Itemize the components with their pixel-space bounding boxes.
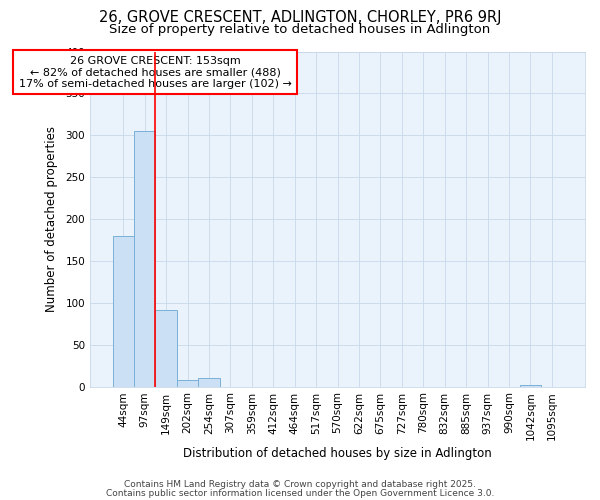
X-axis label: Distribution of detached houses by size in Adlington: Distribution of detached houses by size …: [183, 447, 492, 460]
Text: Contains public sector information licensed under the Open Government Licence 3.: Contains public sector information licen…: [106, 488, 494, 498]
Bar: [134, 131, 155, 386]
Text: Contains HM Land Registry data © Crown copyright and database right 2025.: Contains HM Land Registry data © Crown c…: [124, 480, 476, 489]
Bar: [520, 385, 541, 386]
Bar: [198, 378, 220, 386]
Bar: [113, 236, 134, 386]
Text: 26 GROVE CRESCENT: 153sqm
← 82% of detached houses are smaller (488)
17% of semi: 26 GROVE CRESCENT: 153sqm ← 82% of detac…: [19, 56, 292, 89]
Text: 26, GROVE CRESCENT, ADLINGTON, CHORLEY, PR6 9RJ: 26, GROVE CRESCENT, ADLINGTON, CHORLEY, …: [99, 10, 501, 25]
Bar: [155, 310, 177, 386]
Y-axis label: Number of detached properties: Number of detached properties: [46, 126, 58, 312]
Text: Size of property relative to detached houses in Adlington: Size of property relative to detached ho…: [109, 22, 491, 36]
Bar: [177, 380, 198, 386]
